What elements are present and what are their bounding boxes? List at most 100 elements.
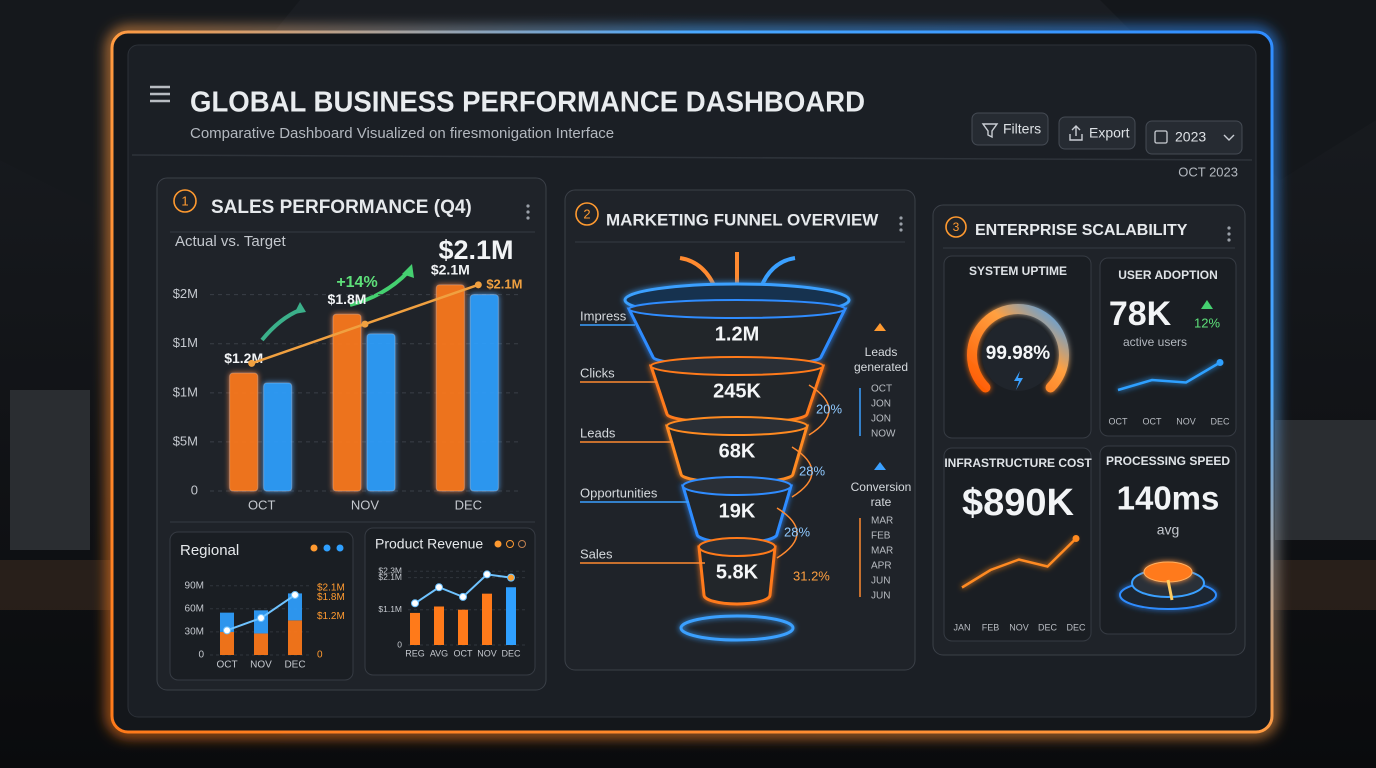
report-date: OCT 2023 <box>1178 164 1238 179</box>
legend-month: JON <box>871 414 891 425</box>
funnel-layer-top <box>682 476 792 496</box>
funnel-base <box>679 614 795 642</box>
rate-arrow <box>776 507 798 559</box>
trend-label: $2.1M <box>486 276 522 291</box>
filters-button[interactable]: Filters <box>971 112 1049 146</box>
menu-dot <box>899 216 903 220</box>
x-tick-label: NOV <box>1009 622 1029 632</box>
bolt-icon <box>1014 371 1023 390</box>
bar <box>506 587 516 645</box>
x-tick-label: JAN <box>953 622 970 632</box>
regional-card <box>169 531 354 681</box>
year-dropdown[interactable]: 2023 <box>1145 120 1243 155</box>
panel-menu[interactable] <box>1227 226 1231 242</box>
speed-icon-needle <box>1166 579 1174 601</box>
legend-month: JUN <box>871 576 890 587</box>
panel-number: 1 <box>181 193 188 208</box>
legend-month: APR <box>871 561 892 572</box>
bar <box>229 372 259 492</box>
stage-label: Leads <box>580 425 616 440</box>
card-title: Product Revenue <box>375 536 483 552</box>
x-tick-label: NOV <box>351 497 380 512</box>
growth-label: +14% <box>336 274 377 291</box>
x-tick-label: DEC <box>1066 622 1086 632</box>
line-point <box>459 592 467 601</box>
gauge-inner <box>982 319 1054 391</box>
y2-tick-label: $1.2M <box>317 611 345 622</box>
conversion-rate: 20% <box>816 401 842 416</box>
button-frame <box>1058 116 1136 150</box>
legend-dot <box>336 544 344 552</box>
bar <box>366 333 396 492</box>
bar <box>458 609 468 645</box>
y-tick-label: $2M <box>173 286 198 301</box>
card-title: PROCESSING SPEED <box>1106 454 1230 468</box>
y-tick-label: $1M <box>173 384 198 399</box>
menu-dot <box>526 210 530 214</box>
value-label: $1.8M <box>328 291 367 307</box>
x-tick-label: OCT <box>248 497 276 512</box>
funnel-layer-top <box>666 416 808 436</box>
legend-title: Conversion <box>851 480 912 494</box>
card-title: Regional <box>180 542 239 559</box>
kpi-change: 12% <box>1194 315 1220 330</box>
card-title: USER ADOPTION <box>1118 268 1218 282</box>
y-tick-label: $2.3M <box>378 565 402 575</box>
dropdown-frame <box>1145 120 1243 155</box>
funnel-layer-top <box>650 356 824 376</box>
panel-menu[interactable] <box>526 204 530 220</box>
gauge-arc <box>967 304 1069 393</box>
desk <box>1270 560 1376 610</box>
stage-value: 245K <box>713 380 761 402</box>
x-tick-label: DEC <box>455 497 482 512</box>
up-arrow <box>874 462 886 470</box>
funnel-layer-top <box>628 299 846 319</box>
x-tick-label: NOV <box>250 660 272 671</box>
kpi-caption: avg <box>1157 522 1180 538</box>
rate-arrow <box>808 384 830 436</box>
number-badge <box>575 202 599 226</box>
legend-dot <box>494 540 502 548</box>
menu-dot <box>1227 232 1231 236</box>
kpi-caption: active users <box>1123 335 1187 349</box>
conversion-rate: 28% <box>799 463 825 478</box>
line-point <box>507 573 515 582</box>
number-badge <box>945 216 967 238</box>
value-label: $1.2M <box>224 350 263 366</box>
panel-number: 2 <box>583 206 590 221</box>
trend-point <box>361 320 369 328</box>
y-tick-label: $1M <box>173 335 198 350</box>
panel-title: ENTERPRISE SCALABILITY <box>975 222 1188 239</box>
menu-icon[interactable] <box>150 85 170 103</box>
x-tick-label: NOV <box>477 648 497 658</box>
trend-point <box>474 281 482 289</box>
stage-label: Clicks <box>580 365 615 380</box>
x-tick-label: OCT <box>1109 416 1129 426</box>
legend-month: NOW <box>871 429 896 440</box>
legend-title: generated <box>854 360 908 374</box>
button-label: Filters <box>1003 121 1041 137</box>
speed-icon-top <box>1143 561 1193 583</box>
stage-label: Opportunities <box>580 485 658 500</box>
stage-value: 1.2M <box>715 323 759 345</box>
x-tick-label: OCT <box>454 648 474 658</box>
legend-dot <box>506 540 514 548</box>
background-monitor <box>1275 420 1376 540</box>
panel-title: MARKETING FUNNEL OVERVIEW <box>606 210 879 229</box>
line-point <box>257 614 265 623</box>
legend-month: FEB <box>871 531 891 542</box>
legend-dot <box>323 544 331 552</box>
chart-subtitle: Actual vs. Target <box>175 233 286 250</box>
gauge-value: 99.98% <box>986 343 1051 364</box>
stage-value: 68K <box>719 440 756 462</box>
panel-menu[interactable] <box>899 216 903 232</box>
bar-segment <box>220 612 234 632</box>
menu-dot <box>526 204 530 208</box>
arrow-head <box>402 264 414 278</box>
bar-segment <box>220 631 234 655</box>
stage-value: 19K <box>719 500 756 522</box>
y2-tick-label: $2.1M <box>317 582 345 593</box>
legend-month: JON <box>871 399 891 410</box>
export-button[interactable]: Export <box>1058 116 1136 150</box>
